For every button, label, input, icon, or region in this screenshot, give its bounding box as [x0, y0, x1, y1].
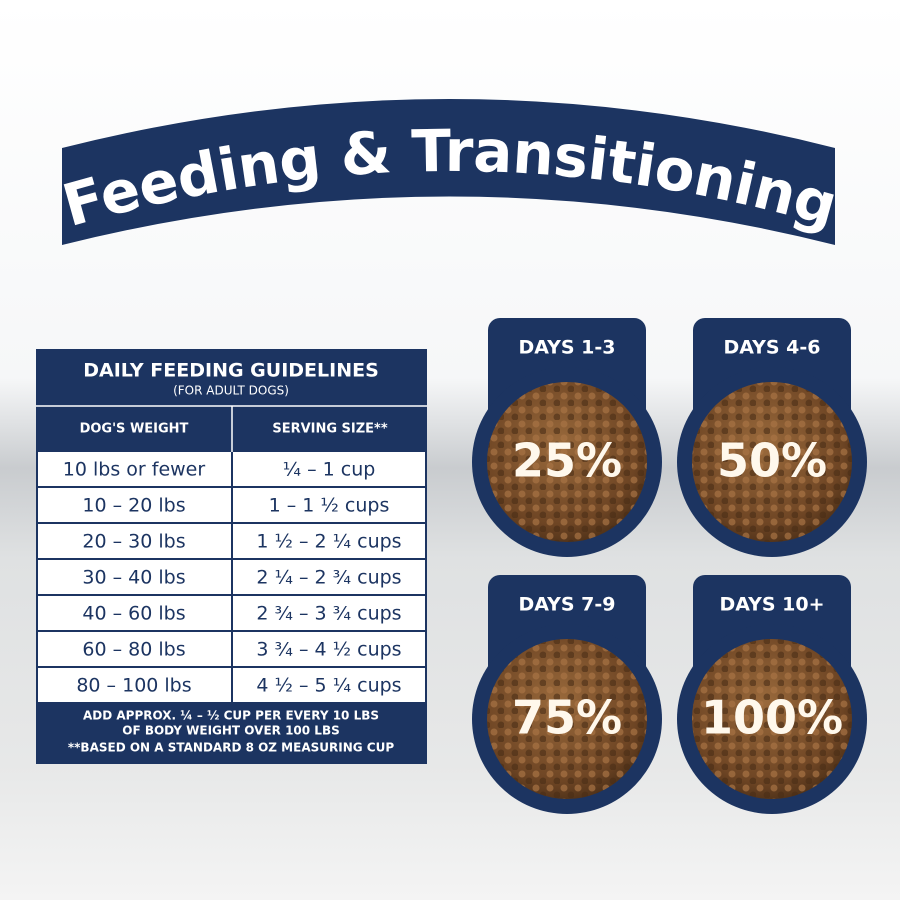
days-label: DAYS 7-9 [518, 594, 615, 616]
feeding-table: DAILY FEEDING GUIDELINES (FOR ADULT DOGS… [36, 349, 427, 764]
table-cell [233, 632, 425, 666]
weight-cell: 40 – 60 lbs [82, 603, 185, 625]
table-cell [38, 524, 231, 558]
transition-card: DAYS 7-9 75% [472, 575, 662, 814]
days-label: DAYS 10+ [719, 594, 824, 616]
table-cell [38, 632, 231, 666]
table-cell [233, 488, 425, 522]
serving-cell: 2 ¼ – 2 ¾ cups [256, 567, 401, 589]
transition-card: DAYS 4-6 50% [677, 318, 867, 557]
table-title: DAILY FEEDING GUIDELINES [83, 360, 379, 382]
table-note: **BASED ON A STANDARD 8 OZ MEASURING CUP [68, 741, 394, 755]
weight-cell: 30 – 40 lbs [82, 567, 185, 589]
days-label: DAYS 4-6 [723, 337, 820, 359]
table-cell [233, 524, 425, 558]
table-cell [38, 452, 231, 486]
days-label: DAYS 1-3 [518, 337, 615, 359]
serving-cell: 4 ½ – 5 ¼ cups [256, 675, 401, 697]
percent-label: 25% [512, 434, 622, 488]
serving-cell: ¼ – 1 cup [283, 459, 376, 481]
column-header: DOG'S WEIGHT [80, 422, 189, 437]
table-cell [38, 560, 231, 594]
weight-cell: 10 lbs or fewer [63, 459, 206, 481]
table-cell [38, 596, 231, 630]
weight-cell: 10 – 20 lbs [82, 495, 185, 517]
weight-cell: 20 – 30 lbs [82, 531, 185, 553]
table-cell [233, 668, 425, 702]
kibble-texture [692, 382, 852, 542]
kibble-texture [692, 639, 852, 799]
table-note: OF BODY WEIGHT OVER 100 LBS [122, 724, 339, 738]
table-cell [38, 668, 231, 702]
percent-label: 75% [512, 691, 622, 745]
transition-card: DAYS 1-3 25% [472, 318, 662, 557]
table-cell [233, 560, 425, 594]
percent-label: 100% [701, 691, 843, 745]
table-subtitle: (FOR ADULT DOGS) [173, 384, 289, 398]
serving-cell: 1 ½ – 2 ¼ cups [256, 531, 401, 553]
serving-cell: 2 ¾ – 3 ¾ cups [256, 603, 401, 625]
percent-label: 50% [717, 434, 827, 488]
table-cell [233, 596, 425, 630]
serving-cell: 1 – 1 ½ cups [269, 495, 390, 517]
table-cell [38, 488, 231, 522]
serving-cell: 3 ¾ – 4 ½ cups [256, 639, 401, 661]
transition-card: DAYS 10+ 100% [677, 575, 867, 814]
kibble-texture [487, 639, 647, 799]
title-banner [62, 99, 835, 245]
table-note: ADD APPROX. ¼ – ½ CUP PER EVERY 10 LBS [83, 709, 379, 723]
column-header: SERVING SIZE** [272, 422, 388, 437]
weight-cell: 80 – 100 lbs [76, 675, 191, 697]
kibble-texture [487, 382, 647, 542]
table-cell [233, 452, 425, 486]
weight-cell: 60 – 80 lbs [82, 639, 185, 661]
